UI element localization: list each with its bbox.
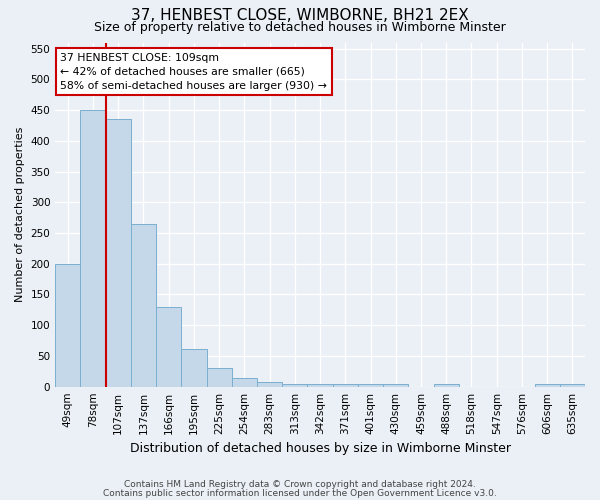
Text: Contains public sector information licensed under the Open Government Licence v3: Contains public sector information licen…	[103, 489, 497, 498]
Text: Size of property relative to detached houses in Wimborne Minster: Size of property relative to detached ho…	[94, 21, 506, 34]
Bar	[156, 307, 181, 386]
Bar	[282, 384, 307, 386]
Bar	[358, 384, 383, 386]
Bar	[206, 368, 232, 386]
Bar	[332, 384, 358, 386]
X-axis label: Distribution of detached houses by size in Wimborne Minster: Distribution of detached houses by size …	[130, 442, 511, 455]
Bar	[106, 120, 131, 386]
Bar	[383, 384, 409, 386]
Text: 37, HENBEST CLOSE, WIMBORNE, BH21 2EX: 37, HENBEST CLOSE, WIMBORNE, BH21 2EX	[131, 8, 469, 22]
Bar	[80, 110, 106, 386]
Bar	[434, 384, 459, 386]
Bar	[560, 384, 585, 386]
Bar	[307, 384, 332, 386]
Y-axis label: Number of detached properties: Number of detached properties	[15, 127, 25, 302]
Text: 37 HENBEST CLOSE: 109sqm
← 42% of detached houses are smaller (665)
58% of semi-: 37 HENBEST CLOSE: 109sqm ← 42% of detach…	[61, 53, 328, 91]
Bar	[131, 224, 156, 386]
Bar	[181, 348, 206, 387]
Bar	[535, 384, 560, 386]
Bar	[55, 264, 80, 386]
Bar	[257, 382, 282, 386]
Bar	[232, 378, 257, 386]
Text: Contains HM Land Registry data © Crown copyright and database right 2024.: Contains HM Land Registry data © Crown c…	[124, 480, 476, 489]
